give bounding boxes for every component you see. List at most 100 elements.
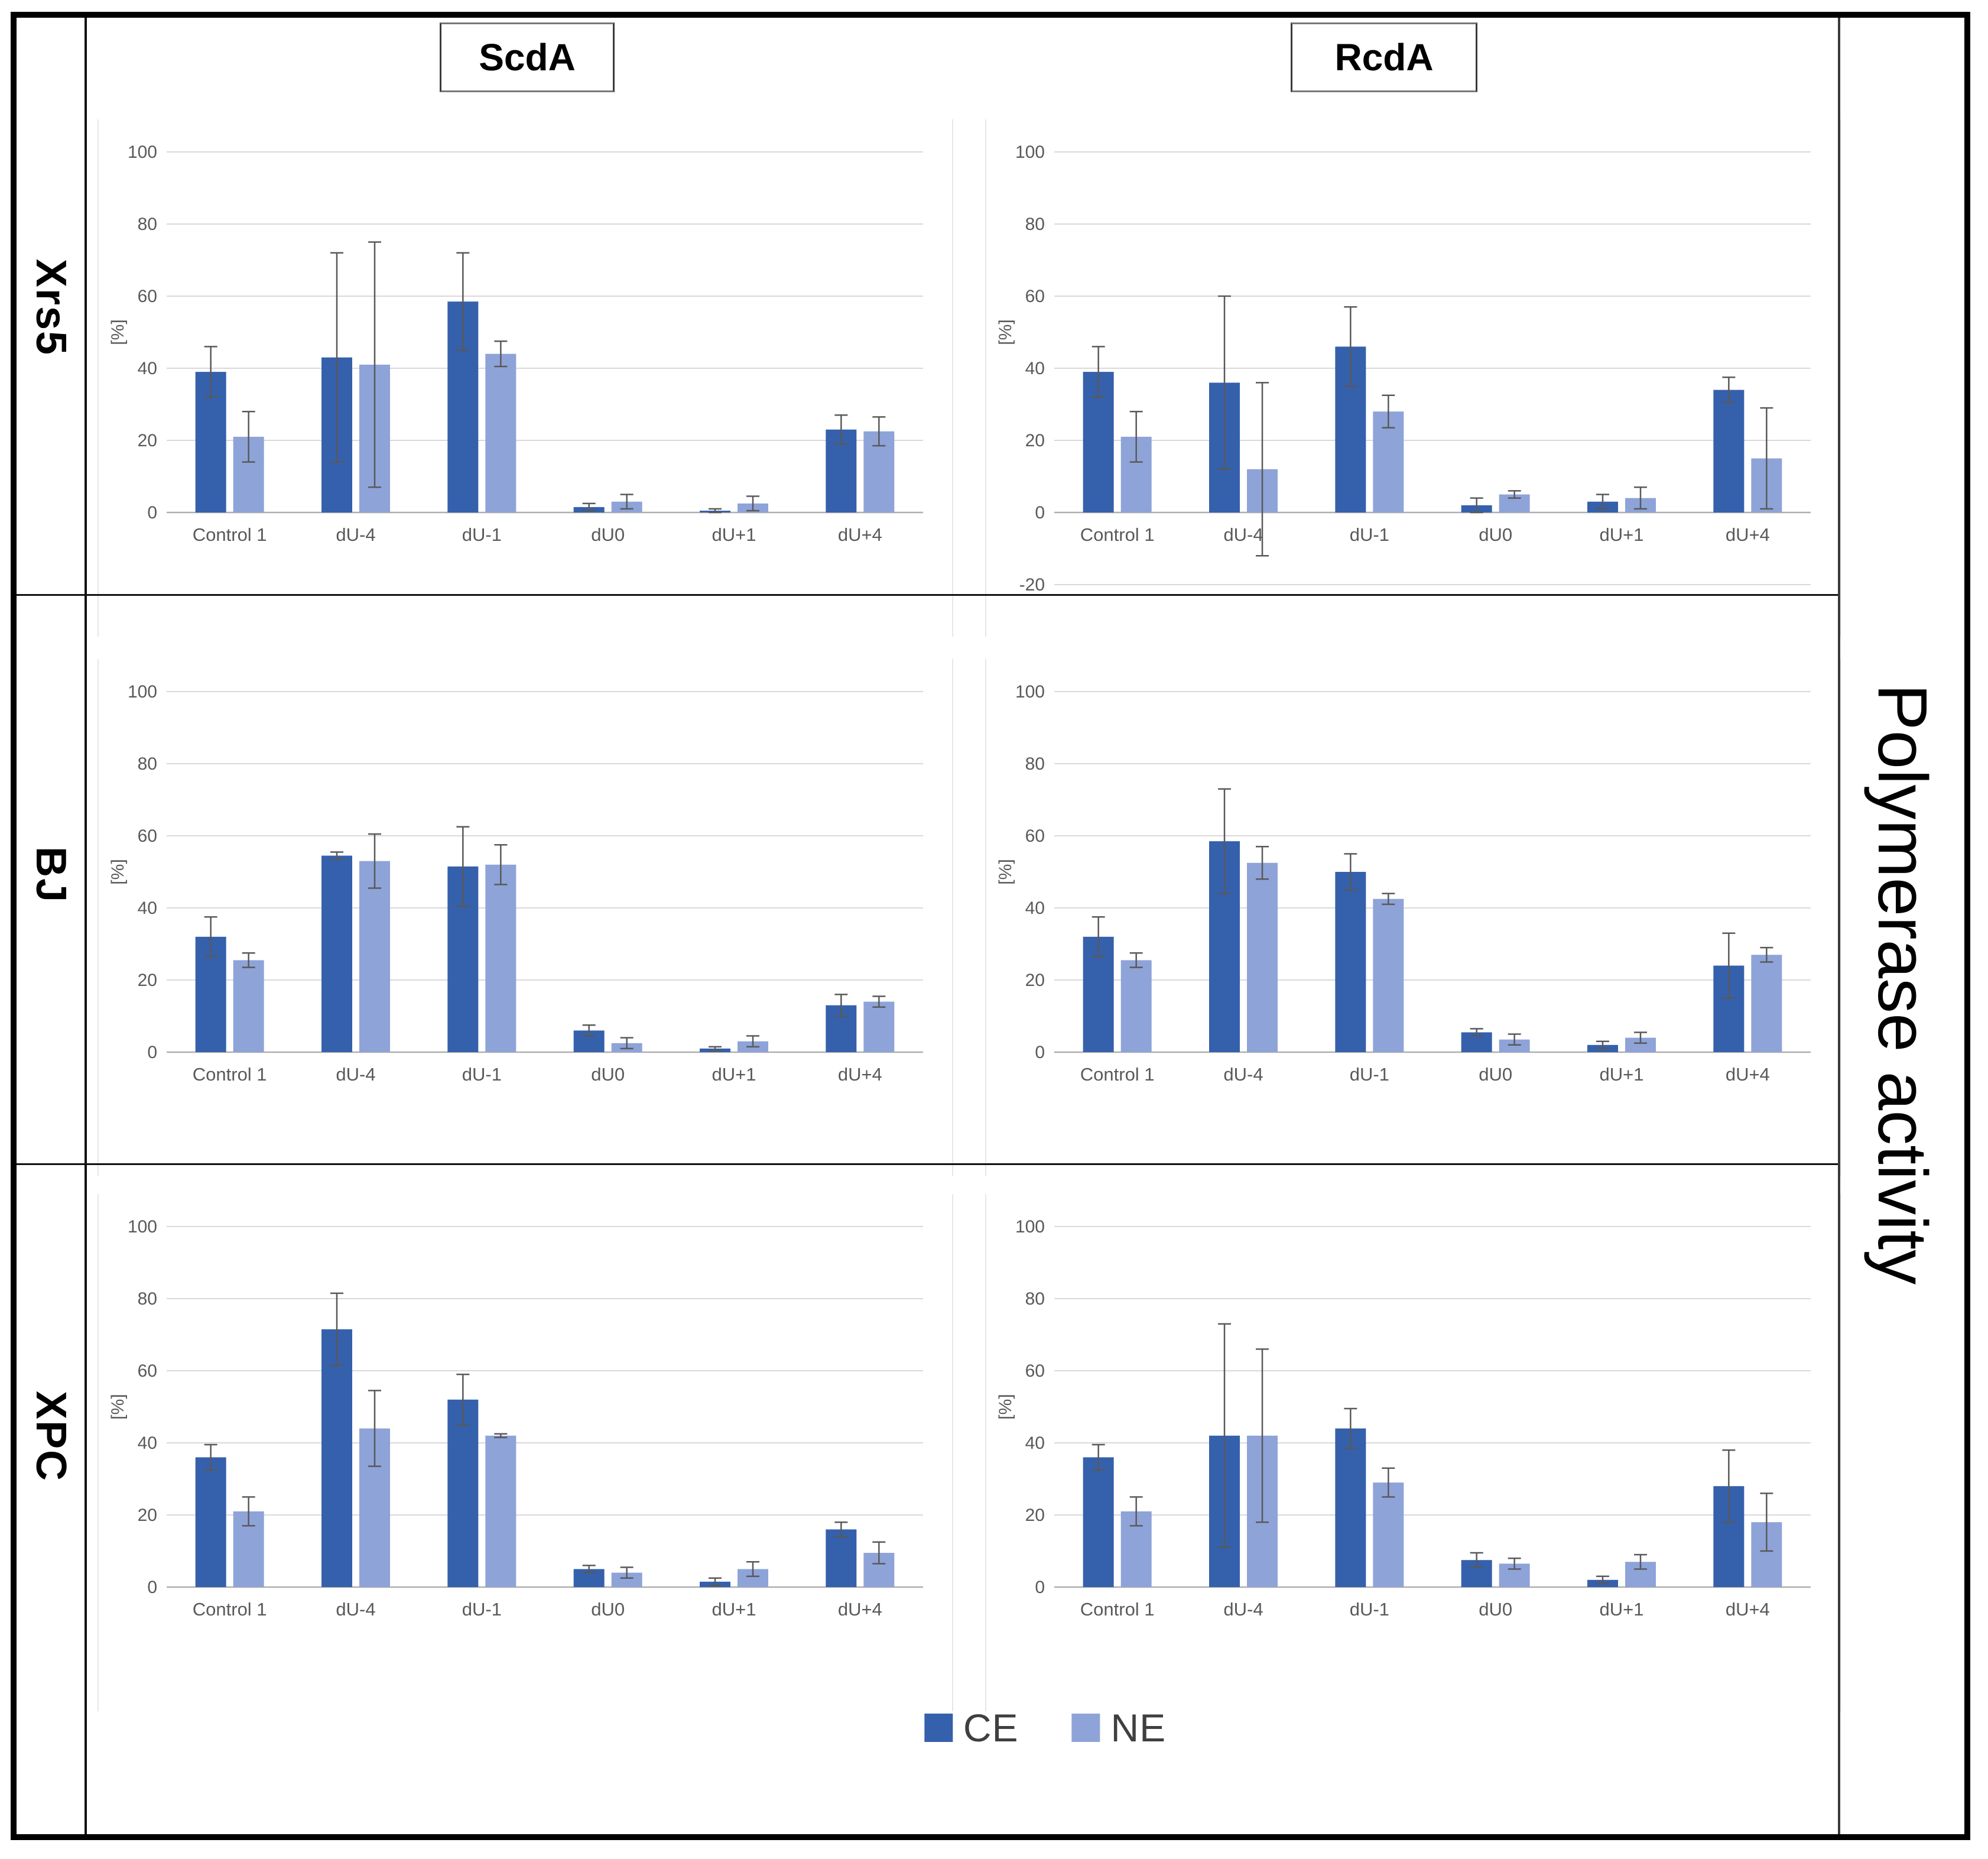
svg-text:20: 20 xyxy=(138,971,157,990)
row-label-bj: BJ xyxy=(27,846,74,904)
svg-text:dU-1: dU-1 xyxy=(1350,524,1389,545)
svg-text:60: 60 xyxy=(138,826,157,846)
svg-text:[%]: [%] xyxy=(108,319,128,345)
column-header-scda: ScdA xyxy=(440,22,615,92)
row-separator-2 xyxy=(17,1163,1838,1165)
svg-text:[%]: [%] xyxy=(996,859,1015,884)
svg-text:80: 80 xyxy=(138,215,157,234)
svg-text:60: 60 xyxy=(138,287,157,306)
row-label-xpc: XPC xyxy=(27,1390,74,1482)
svg-text:dU-4: dU-4 xyxy=(336,1064,375,1085)
svg-text:[%]: [%] xyxy=(108,1394,128,1419)
bar-chart-xpc-rcda: 0 20 40 60 80 100 [%] Control 1 dU-4 dU-1 dU0 dU+1 d… xyxy=(985,1194,1841,1711)
svg-text:60: 60 xyxy=(1025,1361,1045,1381)
svg-text:dU-1: dU-1 xyxy=(462,1599,502,1620)
svg-text:[%]: [%] xyxy=(996,319,1015,345)
legend: CE NE xyxy=(924,1705,1166,1750)
svg-text:80: 80 xyxy=(1025,215,1045,234)
svg-text:100: 100 xyxy=(128,142,157,162)
svg-text:100: 100 xyxy=(1015,142,1045,162)
svg-text:dU-4: dU-4 xyxy=(1223,1599,1263,1620)
svg-text:0: 0 xyxy=(147,503,157,523)
svg-text:dU+4: dU+4 xyxy=(838,1064,882,1085)
row-label-column: Xrs5 BJ XPC xyxy=(17,18,85,1834)
svg-text:0: 0 xyxy=(1035,503,1045,523)
svg-text:dU0: dU0 xyxy=(591,1599,625,1620)
svg-text:dU+4: dU+4 xyxy=(1726,1599,1770,1620)
bar-chart-xrs5-rcda: -20 0 20 40 60 80 100 [%] Control 1 dU-4 dU-1 dU0 dU… xyxy=(985,119,1841,637)
svg-text:40: 40 xyxy=(138,359,157,378)
svg-text:dU-1: dU-1 xyxy=(1350,1599,1389,1620)
svg-text:[%]: [%] xyxy=(996,1394,1015,1419)
bar-chart-bj-rcda: 0 20 40 60 80 100 [%] Control 1 dU-4 dU-1 dU0 dU+1 d… xyxy=(985,659,1841,1176)
svg-text:dU-4: dU-4 xyxy=(336,1599,375,1620)
svg-text:80: 80 xyxy=(1025,754,1045,774)
svg-text:0: 0 xyxy=(1035,1043,1045,1062)
svg-text:dU-4: dU-4 xyxy=(336,524,375,545)
svg-text:dU+1: dU+1 xyxy=(712,524,756,545)
svg-text:40: 40 xyxy=(138,1433,157,1453)
svg-text:Control 1: Control 1 xyxy=(1080,1599,1155,1620)
svg-text:40: 40 xyxy=(1025,898,1045,918)
svg-text:20: 20 xyxy=(1025,971,1045,990)
column-header-rcda: RcdA xyxy=(1291,22,1477,92)
right-title-column: Polymerase activity xyxy=(1840,18,1964,1834)
ne-color-swatch-icon xyxy=(1071,1714,1100,1742)
svg-text:100: 100 xyxy=(1015,682,1045,702)
svg-text:20: 20 xyxy=(1025,431,1045,450)
svg-text:40: 40 xyxy=(1025,1433,1045,1453)
bar-chart-bj-scda: 0 20 40 60 80 100 [%] Control 1 dU-4 dU-1 dU0 dU+1 d… xyxy=(98,659,953,1176)
svg-text:[%]: [%] xyxy=(108,859,128,884)
svg-text:100: 100 xyxy=(128,1217,157,1237)
svg-text:0: 0 xyxy=(1035,1578,1045,1597)
svg-text:40: 40 xyxy=(138,898,157,918)
svg-text:dU0: dU0 xyxy=(1479,1064,1512,1085)
ce-color-swatch-icon xyxy=(924,1714,953,1742)
svg-text:dU+1: dU+1 xyxy=(1600,1064,1644,1085)
svg-text:60: 60 xyxy=(138,1361,157,1381)
svg-text:40: 40 xyxy=(1025,359,1045,378)
charts-area: ScdA RcdA 0 20 40 60 80 100 [%] Control 1 dU-4 dU… xyxy=(87,18,1841,1834)
svg-text:dU0: dU0 xyxy=(591,524,625,545)
svg-text:20: 20 xyxy=(138,1506,157,1525)
legend-label-ne: NE xyxy=(1110,1706,1167,1750)
svg-text:dU0: dU0 xyxy=(1479,524,1512,545)
svg-text:dU0: dU0 xyxy=(1479,1599,1512,1620)
svg-text:0: 0 xyxy=(147,1578,157,1597)
svg-text:0: 0 xyxy=(147,1043,157,1062)
rcda-header-label: RcdA xyxy=(1334,36,1434,79)
svg-text:dU-4: dU-4 xyxy=(1223,524,1263,545)
svg-text:dU0: dU0 xyxy=(591,1064,625,1085)
svg-text:dU+4: dU+4 xyxy=(1726,524,1770,545)
svg-text:dU-1: dU-1 xyxy=(462,1064,502,1085)
svg-text:80: 80 xyxy=(138,1289,157,1309)
svg-text:Control 1: Control 1 xyxy=(193,1599,267,1620)
right-column-divider xyxy=(1838,18,1840,1834)
figure-frame: Xrs5 BJ XPC ScdA RcdA 0 20 40 60 80 100 [%] Con… xyxy=(11,12,1970,1840)
svg-text:-20: -20 xyxy=(1019,575,1045,595)
bar-chart-xpc-scda: 0 20 40 60 80 100 [%] Control 1 dU-4 dU-1 dU0 dU+1 d… xyxy=(98,1194,953,1711)
svg-text:dU+4: dU+4 xyxy=(838,1599,882,1620)
svg-text:dU+1: dU+1 xyxy=(712,1599,756,1620)
svg-text:60: 60 xyxy=(1025,826,1045,846)
svg-text:dU-1: dU-1 xyxy=(1350,1064,1389,1085)
svg-text:80: 80 xyxy=(1025,1289,1045,1309)
svg-text:dU+1: dU+1 xyxy=(1600,1599,1644,1620)
svg-text:dU+4: dU+4 xyxy=(838,524,882,545)
svg-text:Control 1: Control 1 xyxy=(193,524,267,545)
row-separator-1 xyxy=(17,594,1838,596)
legend-item-ne: NE xyxy=(1071,1705,1167,1750)
svg-text:Control 1: Control 1 xyxy=(1080,524,1155,545)
svg-text:dU+1: dU+1 xyxy=(712,1064,756,1085)
bar-chart-xrs5-scda: 0 20 40 60 80 100 [%] Control 1 dU-4 dU-1 dU0 dU+1 d… xyxy=(98,119,953,637)
svg-text:20: 20 xyxy=(1025,1506,1045,1525)
svg-text:100: 100 xyxy=(1015,1217,1045,1237)
left-column-divider xyxy=(85,18,87,1834)
scda-header-label: ScdA xyxy=(479,36,576,79)
svg-text:dU+1: dU+1 xyxy=(1600,524,1644,545)
legend-item-ce: CE xyxy=(924,1705,1019,1750)
row-label-xrs5: Xrs5 xyxy=(27,258,74,356)
figure-y-axis-title: Polymerase activity xyxy=(1863,683,1941,1285)
svg-text:100: 100 xyxy=(128,682,157,702)
svg-text:dU+4: dU+4 xyxy=(1726,1064,1770,1085)
